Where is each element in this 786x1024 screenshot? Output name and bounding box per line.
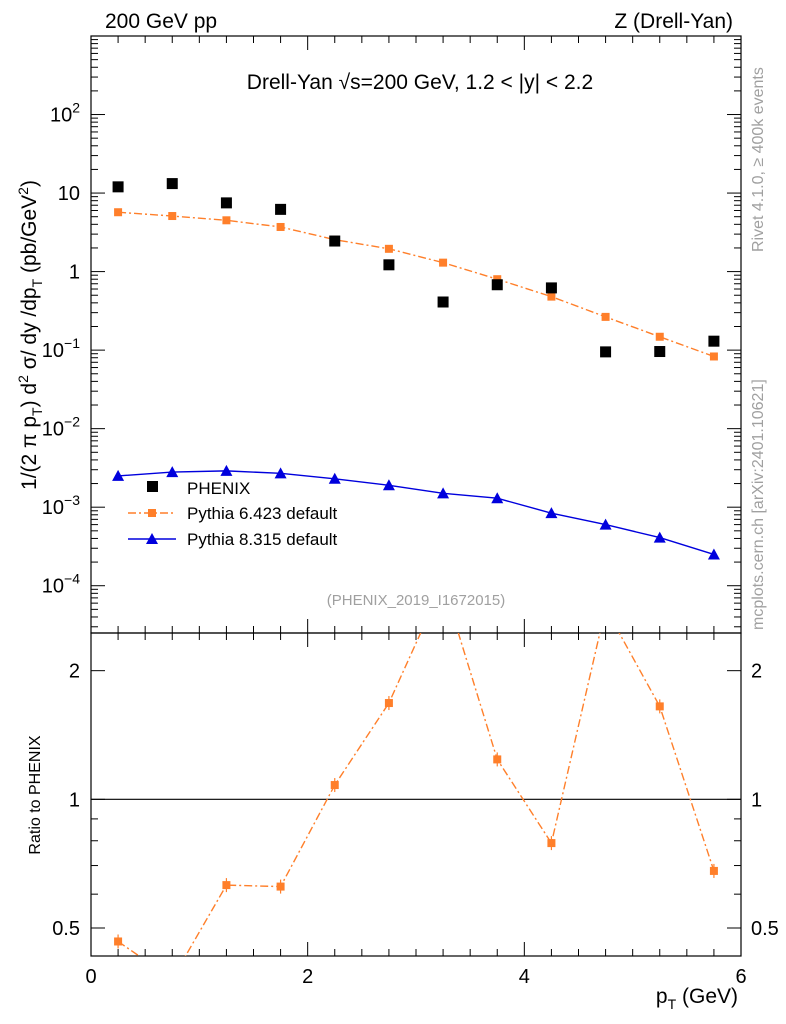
pythia8-point	[707, 548, 720, 560]
pythia8-point	[220, 464, 233, 476]
x-axis-label: pT (GeV)	[656, 985, 738, 1012]
header-right: Z (Drell-Yan)	[614, 10, 733, 33]
main-title: Drell-Yan √s=200 GeV, 1.2 < |y| < 2.2	[247, 71, 593, 94]
pythia8-point	[112, 469, 125, 481]
pythia8-point	[274, 467, 287, 479]
ratio-x-ticks: 0 2 4 6	[85, 633, 747, 988]
y-tick-label: 10−1	[42, 335, 80, 362]
phenix-point	[708, 335, 720, 347]
ratio-point	[493, 755, 502, 764]
pythia8-point	[653, 531, 666, 543]
y-tick-label: 10−3	[42, 492, 80, 519]
pythia6-point	[168, 212, 177, 221]
phenix-point	[654, 346, 666, 358]
ratio-point	[384, 699, 393, 708]
pythia8-point	[599, 518, 612, 530]
y-tick-label: 0.5	[52, 918, 80, 940]
main-series-layer	[112, 178, 720, 560]
ratio-point	[222, 881, 231, 890]
x-tick-label: 6	[735, 966, 746, 988]
ratio-point	[602, 604, 610, 612]
pythia6-point	[655, 332, 664, 341]
legend-label-pythia8: Pythia 8.315 default	[187, 530, 338, 549]
rivet-label: Rivet 4.1.0, ≥ 400k events	[750, 67, 767, 252]
y-tick-label: 10−2	[42, 414, 80, 441]
ratio-series-layer	[114, 579, 718, 983]
phenix-point	[600, 346, 612, 358]
pythia6-point	[493, 275, 502, 284]
pythia6-point	[384, 244, 393, 253]
pythia6-point	[114, 208, 123, 217]
ratio-point	[709, 866, 718, 875]
main-panel: 10−4 10−3 10−2 10−1 1 10 102 Drell-Yan √s=200 …	[15, 35, 742, 634]
y-tick-label: 1	[69, 262, 80, 284]
y-tick-label-right: 2	[751, 661, 762, 683]
ratio-point	[114, 937, 123, 946]
pythia8-point	[437, 487, 450, 499]
legend-label-phenix: PHENIX	[187, 479, 250, 498]
y-tick-label: 2	[69, 661, 80, 683]
pythia6-point	[601, 312, 610, 321]
x-tick-label: 0	[85, 966, 96, 988]
ratio-panel: 0.5 0.5 1 1 2 2 0 2 4 6 Ratio to PHENIX pT (GeV)	[27, 579, 779, 1012]
y-tick-label: 1	[69, 789, 80, 811]
legend-marker-phenix	[147, 481, 158, 492]
ratio-point	[276, 882, 285, 891]
header-left: 200 GeV pp	[105, 10, 217, 33]
pythia8-point	[491, 492, 504, 504]
mcplots-label: mcplots.cern.ch [arXiv:2401.10621]	[750, 379, 767, 630]
ratio-line	[117, 633, 715, 956]
pythia6-point	[222, 216, 231, 225]
x-tick-label: 4	[519, 966, 530, 988]
ratio-frame	[90, 632, 742, 957]
phenix-point	[329, 235, 341, 247]
pythia6-line	[118, 211, 715, 358]
legend-marker-pythia8	[146, 533, 158, 544]
y-tick-label: 10	[58, 183, 80, 205]
legend-label-pythia6: Pythia 6.423 default	[187, 504, 338, 523]
y-tick-label-right: 0.5	[751, 918, 779, 940]
phenix-point	[220, 197, 232, 209]
main-y-ticks: 10−4 10−3 10−2 10−1 1 10 102	[42, 35, 741, 628]
pythia8-point	[382, 479, 395, 491]
x-tick-label: 2	[302, 966, 313, 988]
y-tick-label: 10−4	[42, 571, 80, 598]
phenix-point	[112, 181, 124, 193]
phenix-point	[437, 296, 449, 308]
pythia8-point	[545, 507, 558, 519]
pythia8-point	[328, 472, 341, 484]
y-tick-label-right: 1	[751, 789, 762, 811]
ratio-point	[547, 839, 556, 848]
phenix-point	[166, 178, 178, 190]
ratio-point	[330, 781, 339, 790]
pythia8-point	[166, 466, 179, 478]
legend-item-pythia8: Pythia 8.315 default	[128, 530, 338, 549]
phenix-point	[275, 203, 287, 215]
phenix-point	[491, 279, 503, 291]
pythia6-point	[547, 292, 556, 301]
legend-item-phenix: PHENIX	[147, 479, 250, 498]
ratio-point	[655, 702, 664, 711]
pythia6-point	[709, 352, 718, 361]
ratio-y-ticks: 0.5 0.5 1 1 2 2	[52, 661, 779, 940]
ratio-point	[168, 975, 176, 983]
pythia6-point	[276, 222, 285, 231]
legend-item-pythia6: Pythia 6.423 default	[128, 504, 338, 523]
ratio-y-axis-label: Ratio to PHENIX	[27, 735, 44, 854]
legend: PHENIX Pythia 6.423 default Pythia 8.315…	[128, 479, 338, 549]
y-tick-label: 102	[50, 100, 80, 127]
watermark: (PHENIX_2019_I1672015)	[327, 592, 505, 609]
legend-marker-pythia6	[148, 509, 156, 517]
main-y-axis-label: 1/(2 π pT) d2 σ/ dy /dpT (pb/GeV2)	[15, 180, 45, 490]
ratio-point	[439, 579, 447, 587]
main-x-ticks	[90, 36, 742, 633]
phenix-point	[545, 282, 557, 294]
phenix-point	[383, 259, 395, 271]
pythia8-line	[118, 470, 715, 556]
pythia6-point	[439, 258, 448, 267]
